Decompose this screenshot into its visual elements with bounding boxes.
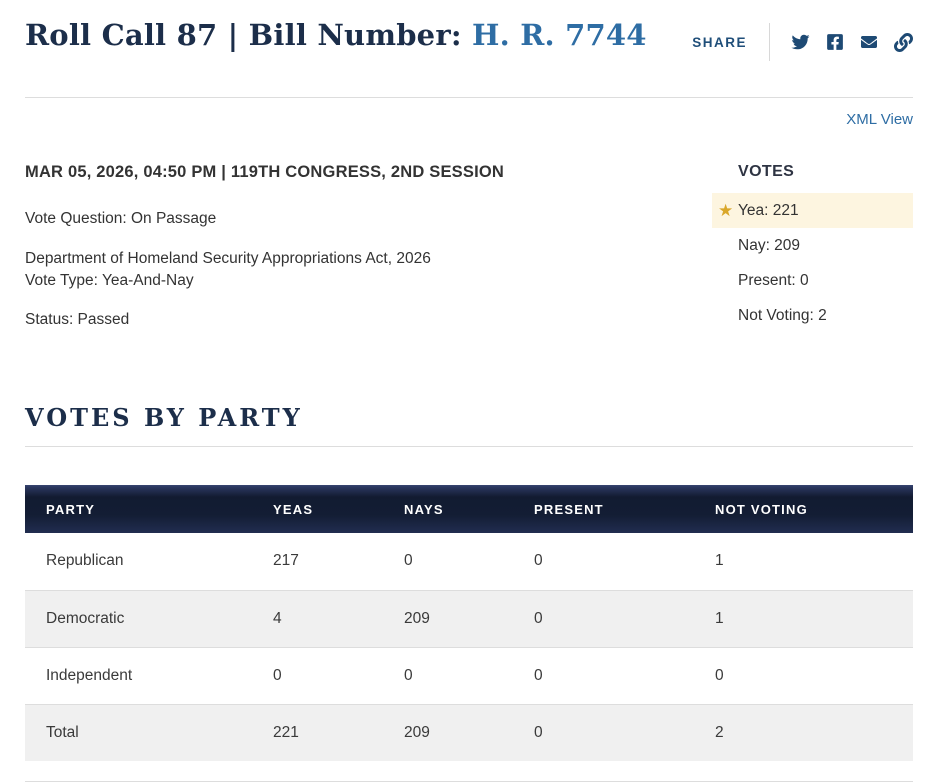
vote-question: Vote Question: On Passage: [25, 210, 217, 227]
vote-item-nay: Nay: 209: [712, 228, 913, 263]
column-header-party: PARTY: [46, 501, 96, 517]
facebook-icon[interactable]: [826, 33, 844, 51]
cell-not-voting: 1: [715, 552, 724, 570]
page-header: Roll Call 87 | Bill Number: H. R. 7744 S…: [25, 14, 913, 61]
column-header-nays: NAYS: [404, 501, 444, 517]
cell-not-voting: 0: [715, 666, 724, 684]
cell-present: 0: [534, 609, 543, 627]
share-group: SHARE: [692, 23, 913, 61]
vote-item-present: Present: 0: [712, 263, 913, 298]
bill-title: Department of Homeland Security Appropri…: [25, 250, 431, 267]
votes-list: ★ Yea: 221 Nay: 209 Present: 0 Not Votin…: [712, 193, 913, 333]
vote-item-label: Not Voting: 2: [738, 306, 827, 324]
section-divider: [25, 446, 913, 447]
cell-present: 0: [534, 552, 543, 570]
header-divider: [25, 97, 913, 98]
xml-view-row: XML View: [25, 111, 913, 129]
bill-number-link[interactable]: H. R. 7744: [472, 18, 647, 52]
page-title-text: Roll Call 87 | Bill Number:: [25, 18, 473, 52]
share-icons: [790, 32, 913, 52]
votes-by-party-table: PARTY YEAS NAYS PRESENT NOT VOTING Repub…: [25, 485, 913, 761]
bill-title-block: Department of Homeland Security Appropri…: [25, 248, 712, 292]
cell-yeas: 221: [273, 723, 299, 741]
cell-nays: 0: [404, 666, 413, 684]
cell-not-voting: 2: [715, 723, 724, 741]
share-divider: [769, 23, 770, 61]
cell-party: Independent: [46, 666, 133, 684]
cell-present: 0: [534, 666, 543, 684]
link-icon[interactable]: [894, 32, 913, 52]
vote-details: MAR 05, 2026, 04:50 PM | 119TH CONGRESS,…: [25, 163, 712, 333]
date-session-line: MAR 05, 2026, 04:50 PM | 119TH CONGRESS,…: [25, 163, 505, 181]
table-row-independent: Independent 0 0 0 0: [25, 647, 913, 704]
votes-by-party-heading: VOTES BY PARTY: [25, 403, 303, 432]
twitter-icon[interactable]: [790, 33, 811, 51]
cell-yeas: 217: [273, 552, 299, 570]
cell-party: Republican: [46, 552, 124, 570]
vote-item-label: Present: 0: [738, 271, 809, 289]
column-header-yeas: YEAS: [273, 501, 314, 517]
page-title: Roll Call 87 | Bill Number: H. R. 7744: [25, 14, 647, 56]
table-row-total: Total 221 209 0 2: [25, 704, 913, 761]
table-row-republican: Republican 217 0 0 1: [25, 533, 913, 590]
vote-item-yea: ★ Yea: 221: [712, 193, 913, 228]
votes-panel-heading: VOTES: [738, 163, 795, 180]
column-header-not-voting: NOT VOTING: [715, 501, 808, 517]
vote-type: Vote Type: Yea-And-Nay: [25, 272, 194, 289]
cell-yeas: 0: [273, 666, 282, 684]
cell-yeas: 4: [273, 609, 282, 627]
vote-item-not-voting: Not Voting: 2: [712, 298, 913, 333]
xml-view-link[interactable]: XML View: [846, 111, 913, 128]
cell-present: 0: [534, 723, 543, 741]
share-label: SHARE: [692, 34, 747, 50]
star-icon: ★: [718, 200, 734, 220]
cell-not-voting: 1: [715, 609, 724, 627]
vote-item-label: Yea: 221: [738, 201, 799, 219]
cell-nays: 0: [404, 552, 413, 570]
votes-panel: VOTES ★ Yea: 221 Nay: 209 Present: 0 Not…: [712, 163, 913, 333]
vote-item-label: Nay: 209: [738, 236, 801, 254]
cell-nays: 209: [404, 723, 430, 741]
cell-party: Total: [46, 723, 79, 741]
table-row-democratic: Democratic 4 209 0 1: [25, 590, 913, 647]
vote-summary-section: MAR 05, 2026, 04:50 PM | 119TH CONGRESS,…: [25, 163, 913, 333]
cell-party: Democratic: [46, 609, 125, 627]
cell-nays: 209: [404, 609, 430, 627]
email-icon[interactable]: [859, 34, 879, 50]
bottom-divider: [25, 781, 913, 782]
vote-status: Status: Passed: [25, 311, 130, 328]
table-header-row: PARTY YEAS NAYS PRESENT NOT VOTING: [25, 485, 913, 533]
column-header-present: PRESENT: [534, 501, 604, 517]
